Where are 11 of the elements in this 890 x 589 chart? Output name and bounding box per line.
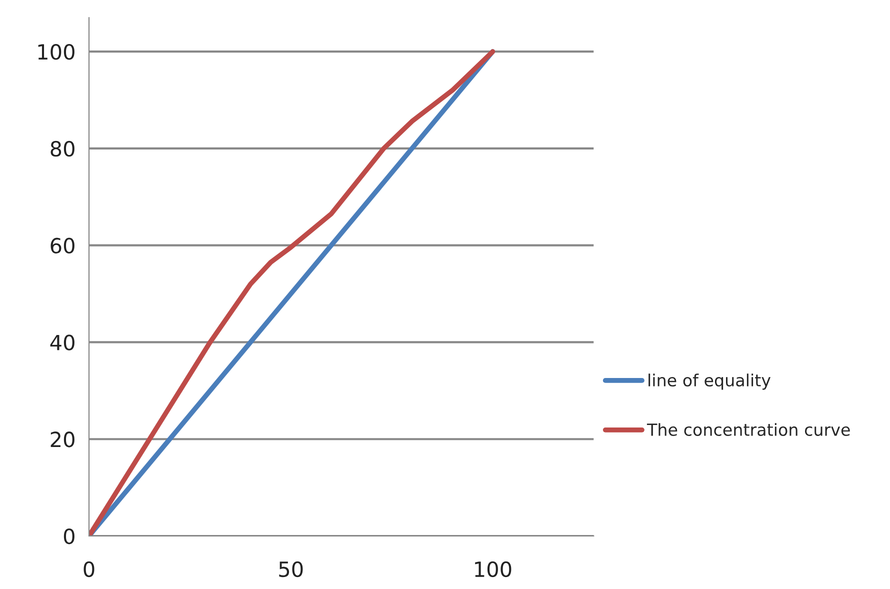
legend-label: line of equality — [648, 374, 771, 390]
legend-label: The concentration curve — [646, 423, 850, 436]
y-tick-label: 80 — [50, 140, 74, 157]
y-tick-label: 40 — [50, 334, 74, 350]
x-tick-label: 100 — [475, 561, 512, 578]
y-tick-label: 20 — [50, 432, 74, 448]
y-tick-label: 100 — [38, 44, 74, 60]
y-tick-label: 0 — [64, 528, 74, 544]
y-tick-label: 60 — [50, 238, 74, 254]
x-tick-label: 50 — [279, 561, 303, 578]
x-tick-label: 0 — [84, 561, 94, 578]
